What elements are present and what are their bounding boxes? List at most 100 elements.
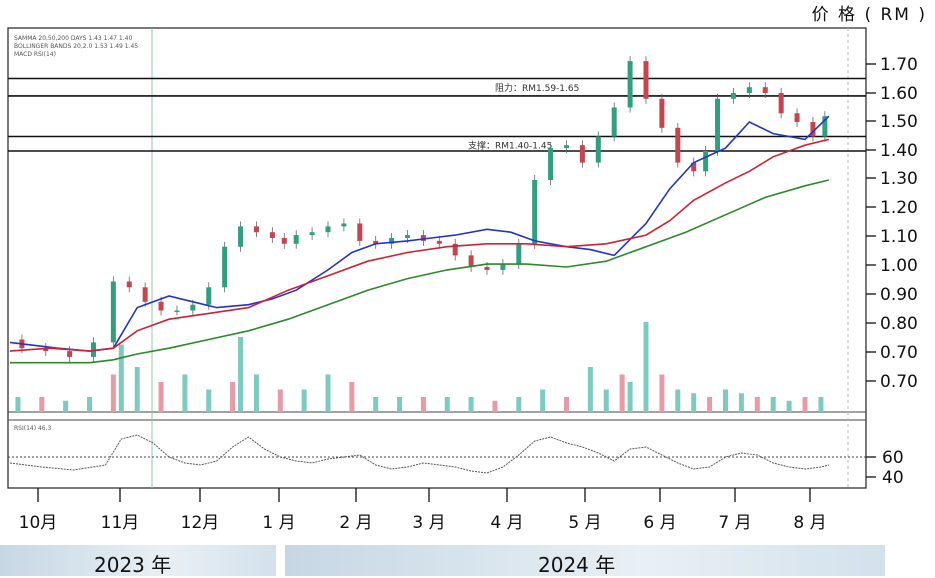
volume-bar (63, 400, 69, 412)
legend-line: BOLLINGER BANDS 20,2.0 1.53 1.49 1.45 (14, 43, 138, 50)
legend: SAMMA 20,50,200 DAYS 1.43 1.47 1.40BOLLI… (14, 35, 138, 58)
volume-bar (182, 374, 188, 412)
candle-body (822, 116, 828, 137)
month-tick-label: 5 月 (568, 513, 601, 533)
candle-body (309, 232, 315, 236)
candle-body (484, 267, 490, 270)
candle-body (548, 148, 554, 180)
candle-body (611, 107, 617, 137)
candle-body (794, 113, 800, 122)
candle-body (703, 151, 709, 172)
volume-bar (397, 397, 403, 412)
candle-body (158, 301, 164, 311)
candle-body (142, 287, 148, 302)
moving-average-line-2 (9, 138, 830, 352)
candle-body (452, 243, 458, 256)
candle-body (675, 127, 681, 163)
volume-bar (770, 397, 776, 412)
volume-bar (238, 337, 244, 412)
candle-body (778, 93, 784, 114)
candle-body (222, 246, 228, 288)
year-band-2024: 2024 年 (285, 545, 885, 577)
candle-body (190, 304, 196, 311)
candle-body (436, 240, 442, 244)
price-tick-label: 1.40 (880, 141, 918, 161)
month-tick-label: 7 月 (718, 513, 751, 533)
y-axis-title: 价 格 ( RM ) (811, 5, 927, 25)
volume-bar (158, 382, 164, 412)
candle-body (420, 235, 426, 241)
candle-body (293, 235, 299, 244)
volume-bar (516, 397, 522, 412)
candle-body (532, 180, 538, 244)
candle-body (746, 87, 752, 93)
candle-body (516, 243, 522, 265)
candle-body (238, 226, 244, 247)
volume-bar (277, 389, 283, 412)
price-tick-label: 1.30 (880, 169, 918, 189)
candle-body (579, 145, 585, 163)
candle-body (43, 348, 49, 352)
volume-bar (325, 374, 331, 412)
volume-bar (444, 397, 450, 412)
volume-bar (786, 400, 792, 412)
volume-bar (468, 397, 474, 412)
volume-bar (540, 389, 546, 412)
candle-body (325, 226, 331, 233)
month-tick-label: 10月 (19, 513, 58, 533)
volume-bar (564, 397, 569, 412)
volume-bar (603, 389, 609, 412)
candle-body (468, 255, 474, 267)
chart-marks: 阻力：RM1.59-1.65 支撑：RM1.40-1.45 RSI(14) 46.3 (8, 56, 866, 474)
volume-bar (587, 367, 593, 412)
month-axis: 10月 11月 12月 1 月 2 月 3 月 4 月 5 月 6 月 7 月 8 月 (19, 488, 827, 533)
month-tick-label: 8 月 (793, 513, 826, 533)
volume-bar (707, 397, 713, 412)
rsi-tick-label: 60 (882, 448, 904, 468)
month-tick-label: 2 月 (339, 513, 372, 533)
volume-bar (738, 393, 744, 412)
candle-body (373, 240, 379, 244)
month-tick-label: 6 月 (643, 513, 676, 533)
legend-line: SAMMA 20,50,200 DAYS 1.43 1.47 1.40 (14, 35, 132, 42)
candle-body (206, 287, 212, 305)
candle-body (389, 238, 395, 244)
volume-bar (87, 397, 92, 412)
plot-border (7, 27, 867, 489)
volume-bar (627, 382, 633, 412)
candle-body (341, 223, 347, 227)
volume-bar (118, 344, 124, 412)
volume-bar (373, 397, 379, 412)
volume-bar (643, 322, 649, 412)
month-tick-label: 3 月 (412, 513, 445, 533)
volume-bar (802, 397, 808, 412)
candle-body (564, 145, 569, 149)
candle-body (643, 61, 649, 99)
candle-body (762, 87, 768, 93)
candle-body (659, 98, 665, 128)
volume-bar (754, 397, 760, 412)
volume-bar (134, 367, 140, 412)
plot-frame: SAMMA 20,50,200 DAYS 1.43 1.47 1.40BOLLI… (7, 27, 867, 489)
candle-body (110, 281, 116, 343)
candle-body (405, 235, 410, 238)
candle-body (281, 238, 287, 244)
volume-bar (659, 374, 665, 412)
candle-body (126, 281, 132, 288)
candle-body (691, 162, 697, 172)
legend-line: MACD RSI(14) (14, 51, 56, 58)
price-axis: 1.70 1.60 1.50 1.40 1.30 1.20 1.10 1.00 0.90 0.80… (866, 55, 918, 488)
price-tick-label: 1.20 (880, 198, 918, 218)
volume-bar (349, 382, 355, 412)
volume-bar (818, 397, 824, 412)
price-tick-label: 1.70 (880, 55, 918, 75)
candle-body (810, 122, 816, 137)
price-tick-label: 1.50 (880, 112, 918, 132)
resistance-label: 阻力：RM1.59-1.65 (495, 82, 579, 94)
rsi-line (9, 434, 829, 474)
volume-bar (492, 400, 498, 412)
volume-bar (420, 397, 426, 412)
year-label-2023: 2023 年 (94, 553, 172, 577)
price-tick-label: 0.80 (880, 314, 918, 334)
